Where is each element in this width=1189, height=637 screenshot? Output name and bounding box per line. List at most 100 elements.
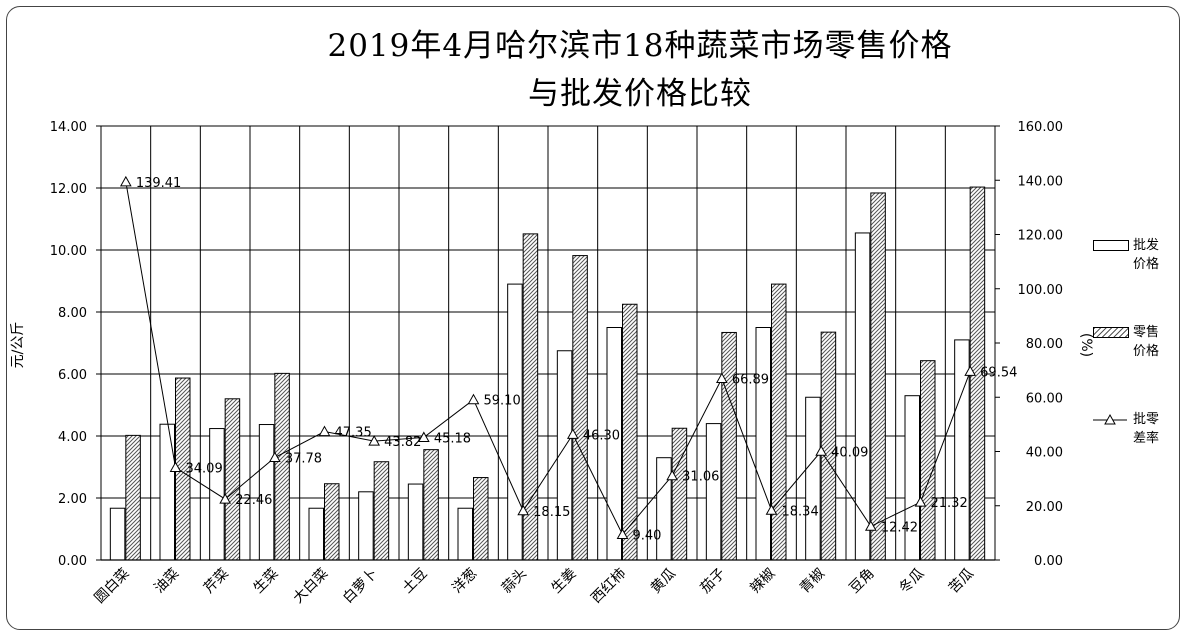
rate-data-label: 12.42 — [881, 520, 918, 535]
bar-wholesale — [358, 491, 374, 561]
rate-marker — [715, 372, 728, 384]
legend-label-wholesale-2: 价格 — [1133, 257, 1160, 272]
bar-retail — [125, 434, 141, 561]
y-tick-label: 14.00 — [50, 120, 87, 135]
rate-marker — [318, 425, 331, 437]
rate-marker — [566, 428, 579, 439]
bar-wholesale — [507, 283, 523, 561]
y-tick-label: 0.00 — [58, 554, 87, 569]
bar-retail — [870, 192, 886, 561]
x-category-label: 苦瓜 — [946, 566, 977, 597]
legend-label-retail-2: 价格 — [1133, 344, 1160, 359]
rate-marker — [417, 431, 430, 442]
rate-marker — [666, 469, 679, 481]
rate-data-label: 139.41 — [136, 176, 182, 191]
rate-marker — [864, 520, 877, 531]
x-category-label: 芹菜 — [201, 566, 232, 597]
y2-tick-label: 20.00 — [1026, 500, 1063, 515]
bar-retail — [224, 398, 241, 561]
rate-marker — [815, 445, 828, 456]
rate-marker — [914, 496, 927, 507]
x-category-label: 辣椒 — [747, 566, 778, 597]
rate-data-label: 21.32 — [931, 496, 968, 511]
y2-tick-label: 80.00 — [1026, 337, 1063, 352]
bar-retail — [473, 477, 489, 561]
bar-wholesale — [904, 395, 920, 561]
rate-data-label: 31.06 — [682, 470, 719, 485]
x-category-label: 茄子 — [697, 565, 729, 597]
y2-tick-label: 100.00 — [1018, 283, 1064, 298]
rate-data-label: 9.40 — [633, 529, 662, 544]
bar-wholesale — [407, 483, 424, 561]
rate-marker — [616, 528, 629, 540]
rate-marker — [517, 504, 530, 516]
bar-wholesale — [606, 327, 622, 561]
x-category-label: 土豆 — [400, 566, 431, 597]
legend-label-wholesale-1: 批发 — [1133, 238, 1160, 253]
bar-retail — [721, 331, 737, 561]
rate-data-label: 46.30 — [583, 428, 620, 443]
rate-marker — [169, 461, 182, 473]
bar-retail — [423, 449, 439, 561]
x-category-label: 生姜 — [549, 566, 580, 597]
bar-wholesale — [854, 232, 871, 561]
x-category-label: 黄瓜 — [647, 565, 679, 597]
rate-marker — [119, 175, 132, 187]
rate-data-label: 66.89 — [732, 373, 769, 388]
x-category-label: 油菜 — [151, 566, 182, 597]
y-tick-label: 6.00 — [58, 368, 87, 383]
rate-marker — [268, 451, 281, 463]
rate-data-label: 40.09 — [831, 445, 868, 460]
y2-tick-label: 0.00 — [1034, 554, 1063, 569]
y2-tick-label: 160.00 — [1018, 120, 1064, 135]
y-tick-label: 12.00 — [50, 182, 87, 197]
bars — [109, 186, 986, 561]
bar-retail — [373, 461, 390, 561]
y-axis-title: 元/公斤 — [10, 322, 26, 369]
chart-title-line1: 2019年4月哈尔滨市18种蔬菜市场零售价格 — [327, 28, 953, 64]
y-tick-label: 2.00 — [58, 492, 87, 507]
y-tick-label: 10.00 — [50, 244, 87, 259]
bar-retail — [622, 303, 638, 561]
legend-label-rate-1: 批零 — [1133, 412, 1160, 427]
bar-wholesale — [308, 507, 324, 561]
x-category-label: 蒜头 — [499, 566, 530, 597]
rate-data-label: 45.18 — [434, 431, 471, 446]
legend-label-retail-1: 零售 — [1133, 325, 1160, 340]
legend-label-rate-2: 差率 — [1133, 431, 1160, 446]
rate-data-label: 37.78 — [285, 452, 322, 467]
x-category-label: 西红柿 — [588, 565, 630, 607]
bar-wholesale — [705, 423, 722, 561]
bar-retail — [920, 360, 936, 561]
bar-retail — [671, 427, 688, 561]
rate-line: 139.41 34.09 22.46 37.78 47.35 43.82 45.18 59.1… — [119, 175, 1017, 544]
rate-polyline — [125, 181, 971, 536]
x-category-label: 大白菜 — [290, 566, 331, 607]
y2-tick-label: 40.00 — [1026, 446, 1063, 461]
bar-wholesale — [109, 507, 126, 561]
y-tick-label: 8.00 — [58, 306, 87, 321]
rate-data-label: 59.10 — [484, 394, 521, 409]
rate-marker — [765, 504, 778, 515]
rate-data-label: 18.34 — [782, 504, 819, 519]
bar-wholesale — [805, 396, 821, 561]
y-tick-label: 4.00 — [58, 430, 87, 445]
y2-tick-label: 120.00 — [1018, 229, 1064, 244]
bar-wholesale — [159, 423, 175, 561]
x-category-label: 生菜 — [251, 566, 282, 597]
rate-data-label: 47.35 — [335, 426, 372, 441]
x-category-label: 豆角 — [847, 566, 878, 597]
rate-marker — [219, 493, 232, 504]
x-category-label: 冬瓜 — [896, 566, 927, 597]
bar-wholesale — [755, 327, 771, 561]
bar-wholesale — [457, 507, 473, 561]
x-category-label: 圆白菜 — [92, 566, 133, 607]
legend-swatch-rate — [1093, 413, 1127, 425]
bar-retail — [572, 255, 588, 561]
y2-tick-label: 140.00 — [1018, 174, 1064, 189]
rate-data-label: 43.82 — [384, 435, 421, 450]
rate-marker — [467, 393, 480, 405]
rate-marker — [368, 435, 381, 446]
x-category-label: 洋葱 — [449, 566, 480, 597]
